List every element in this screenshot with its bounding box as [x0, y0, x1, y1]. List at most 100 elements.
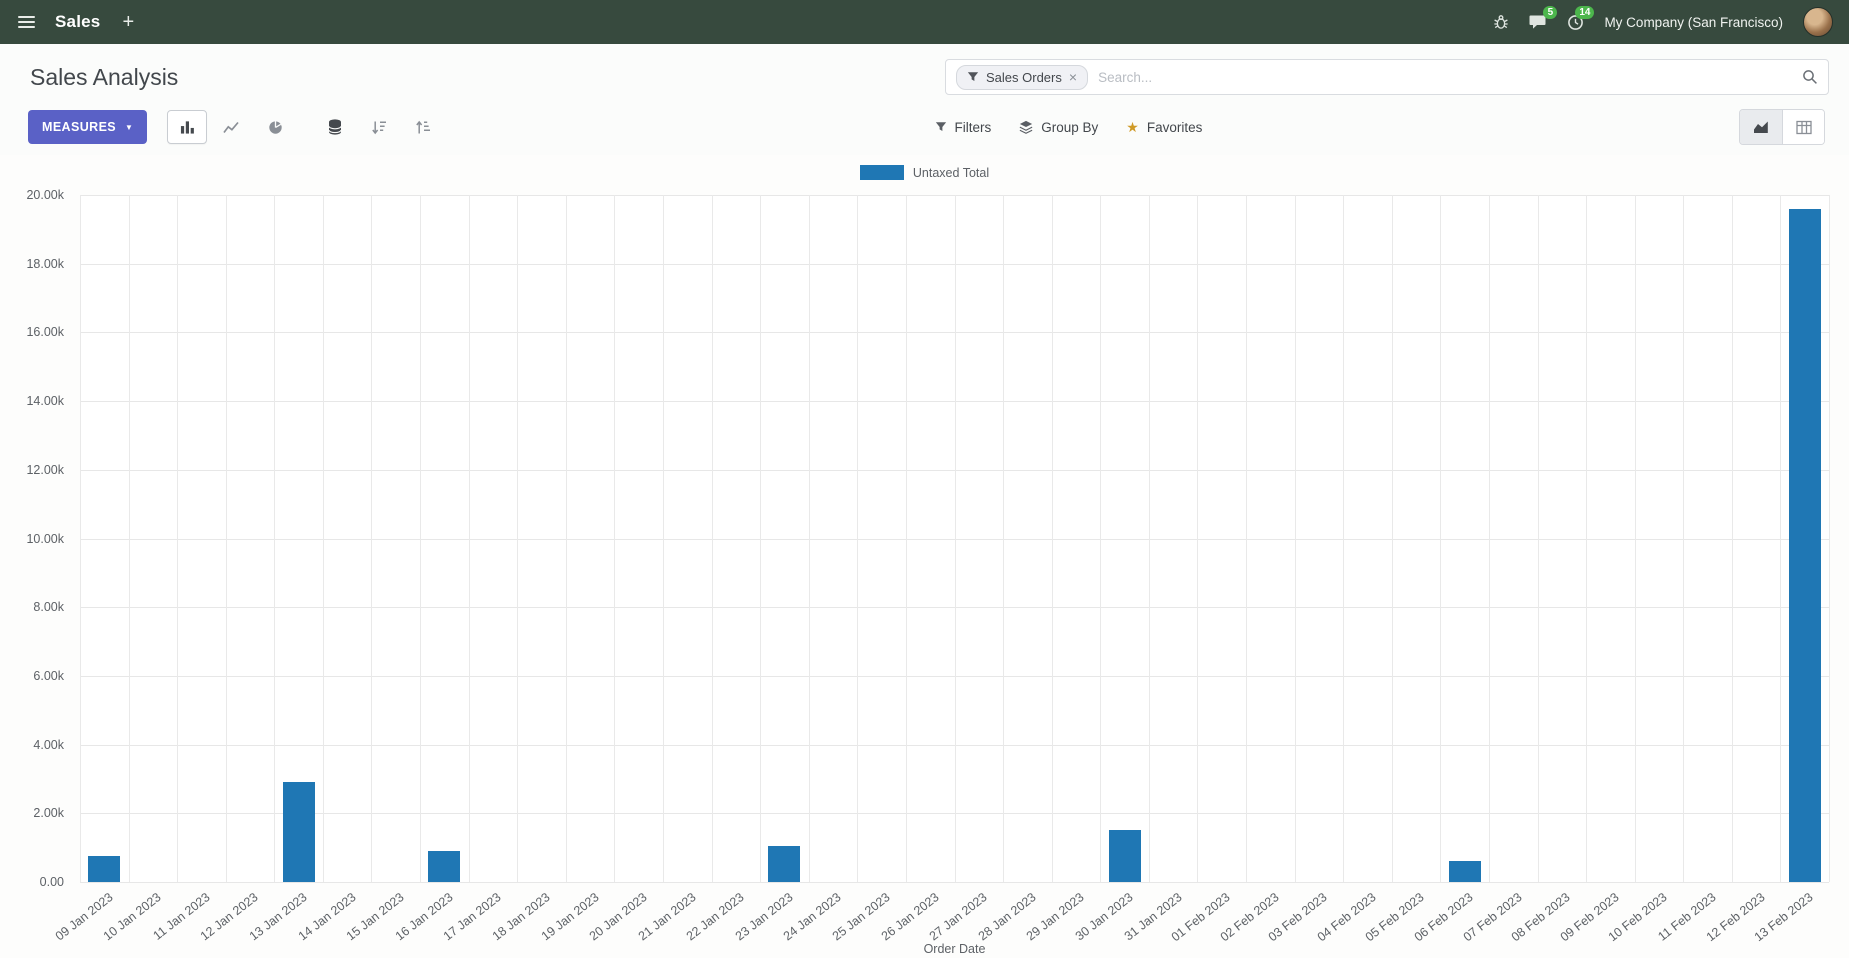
chart-bar[interactable]: [1448, 861, 1481, 882]
y-tick-label: 20.00k: [26, 188, 64, 202]
search-facet[interactable]: Sales Orders ×: [956, 64, 1089, 90]
company-menu[interactable]: My Company (San Francisco): [1604, 14, 1783, 30]
search-input[interactable]: [1098, 69, 1792, 85]
v-gridline: [225, 195, 227, 882]
line-chart-toggle[interactable]: [211, 110, 251, 144]
y-axis: 0.00 2.00k 4.00k 6.00k 8.00k 10.00k 12.00k 14.0…: [0, 188, 72, 889]
pie-chart-toggle[interactable]: [255, 110, 295, 144]
v-gridline: [857, 195, 859, 882]
search-bar[interactable]: Sales Orders ×: [945, 59, 1829, 95]
v-gridline: [1343, 195, 1345, 882]
view-switcher: [1739, 109, 1825, 145]
v-gridline: [1245, 195, 1247, 882]
y-tick-label: 4.00k: [33, 737, 64, 752]
v-gridline: [322, 195, 324, 882]
sort-desc-toggle[interactable]: [359, 110, 399, 144]
v-gridline: [905, 195, 907, 882]
y-tick-label: 14.00k: [26, 394, 64, 409]
apps-menu-icon[interactable]: [16, 12, 37, 32]
v-gridline: [274, 195, 276, 882]
v-gridline: [1586, 195, 1588, 882]
y-tick-label: 10.00k: [26, 531, 64, 546]
chart-bar[interactable]: [1788, 208, 1821, 882]
y-tick-label: 16.00k: [26, 325, 64, 340]
chart-bar[interactable]: [1108, 830, 1141, 882]
app-name[interactable]: Sales: [55, 12, 101, 31]
v-gridline: [371, 195, 373, 882]
plot-area: [80, 195, 1830, 883]
group-by-menu[interactable]: Group By: [1019, 120, 1098, 135]
v-gridline: [177, 195, 179, 882]
chart-region: Untaxed Total 0.00 2.00k 4.00k 6.00k 8.00k 10…: [0, 155, 1849, 958]
v-gridline: [711, 195, 713, 882]
v-gridline: [1100, 195, 1102, 882]
chart-bar[interactable]: [282, 782, 315, 882]
debug-icon[interactable]: [1493, 14, 1509, 30]
search-facet-label: Sales Orders: [986, 69, 1062, 85]
v-gridline: [1051, 195, 1053, 882]
v-gridline: [1488, 195, 1490, 882]
v-gridline: [128, 195, 130, 882]
measures-button[interactable]: MEASURES ▼: [28, 110, 148, 144]
caret-down-icon: ▼: [125, 122, 134, 132]
y-tick-label: 2.00k: [33, 806, 64, 821]
v-gridline: [1197, 195, 1199, 882]
group-by-icon: [1019, 120, 1033, 134]
activities-clock-icon[interactable]: 14: [1567, 5, 1595, 31]
v-gridline: [662, 195, 664, 882]
v-gridline: [1683, 195, 1685, 882]
x-axis: 09 Jan 2023 10 Jan 2023 11 Jan 2023 12 Jan …: [52, 882, 1829, 944]
y-tick-label: 0.00: [39, 875, 64, 889]
legend-label: Untaxed Total: [912, 165, 990, 180]
v-gridline: [954, 195, 956, 882]
x-axis-title: Order Date: [923, 942, 986, 956]
v-gridline: [1440, 195, 1442, 882]
pivot-view-button[interactable]: [1782, 110, 1824, 144]
v-gridline: [565, 195, 567, 882]
v-gridline: [80, 195, 81, 882]
favorites-star-icon: ★: [1126, 118, 1139, 135]
activities-badge: 14: [1575, 5, 1595, 19]
filter-icon: [967, 71, 979, 83]
messages-icon[interactable]: 5: [1529, 6, 1558, 30]
chart-bar[interactable]: [88, 856, 121, 882]
v-gridline: [1537, 195, 1539, 882]
search-icon[interactable]: [1802, 69, 1818, 85]
control-panel: Sales Analysis Sales Orders × MEASURES ▼: [0, 44, 1849, 155]
v-gridline: [1003, 195, 1005, 882]
y-tick-label: 8.00k: [33, 600, 64, 615]
v-gridline: [468, 195, 470, 882]
filters-icon: [935, 121, 947, 133]
facet-remove-button[interactable]: ×: [1068, 69, 1078, 85]
v-gridline: [1294, 195, 1296, 882]
page-title: Sales Analysis: [30, 63, 179, 90]
y-tick-label: 6.00k: [33, 668, 64, 683]
v-gridline: [1780, 195, 1782, 882]
v-gridline: [1148, 195, 1150, 882]
y-tick-label: 12.00k: [26, 462, 64, 477]
bar-chart-toggle[interactable]: [167, 110, 208, 144]
y-tick-label: 18.00k: [26, 256, 64, 271]
v-gridline: [1731, 195, 1733, 882]
v-gridline: [760, 195, 762, 882]
plus-icon[interactable]: +: [122, 11, 135, 33]
chart-bar[interactable]: [768, 845, 801, 882]
v-gridline: [614, 195, 616, 882]
sort-asc-toggle[interactable]: [403, 110, 443, 144]
v-gridline: [420, 195, 422, 882]
v-gridline: [1391, 195, 1393, 882]
filters-menu[interactable]: Filters: [935, 120, 991, 135]
v-gridline: [1829, 195, 1830, 882]
chart-legend[interactable]: Untaxed Total: [0, 165, 1849, 180]
legend-swatch: [859, 165, 904, 180]
favorites-menu[interactable]: ★ Favorites: [1126, 118, 1203, 135]
v-gridline: [1634, 195, 1636, 882]
messages-badge: 5: [1543, 6, 1558, 19]
h-gridline: [80, 882, 1829, 883]
stacked-toggle[interactable]: [315, 110, 355, 144]
graph-view-button[interactable]: [1740, 110, 1782, 144]
v-gridline: [517, 195, 519, 882]
user-avatar[interactable]: [1803, 7, 1833, 37]
chart-bar[interactable]: [428, 851, 461, 882]
v-gridline: [808, 195, 810, 882]
